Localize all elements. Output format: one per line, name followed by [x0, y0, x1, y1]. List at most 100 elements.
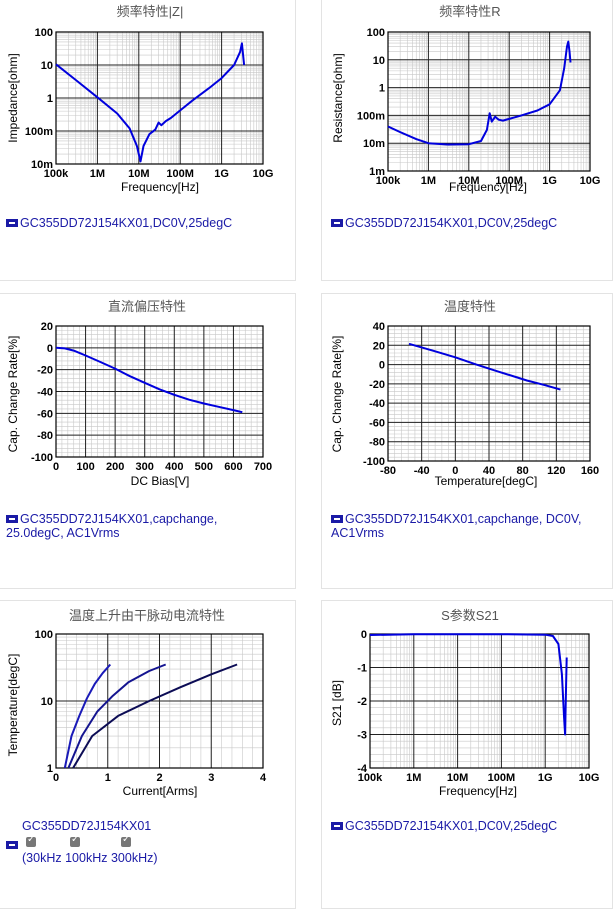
y-tick-label: -100	[31, 452, 53, 464]
legend-s21[interactable]: GC355DD72J154KX01,DC0V,25degC	[331, 819, 557, 833]
checkbox-icon[interactable]	[121, 834, 131, 847]
x-tick-label: 100	[76, 461, 94, 473]
checkbox-icon[interactable]	[26, 834, 36, 847]
x-tick-label: 3	[208, 772, 214, 784]
y-axis-label: Temperature[degC]	[6, 654, 20, 757]
y-tick-label: 1m	[369, 166, 385, 178]
y-axis-label: S21 [dB]	[330, 680, 344, 726]
x-tick-label: 1	[105, 772, 111, 784]
x-tick-label: 100M	[495, 175, 523, 187]
x-tick-label: 160	[581, 465, 599, 477]
series-line-0	[55, 42, 246, 163]
y-tick-label: 20	[373, 340, 385, 352]
legend-ripple-swatch[interactable]	[6, 838, 20, 852]
x-axis-label: Frequency[Hz]	[439, 784, 517, 798]
y-tick-label: 100m	[25, 126, 53, 138]
x-tick-label: 300	[136, 461, 154, 473]
x-tick-label: 100M	[166, 168, 194, 180]
series-line-1	[67, 663, 167, 769]
checkbox-100khz[interactable]	[70, 834, 80, 850]
x-tick-label: 10G	[579, 772, 600, 784]
legend-ripple-title: GC355DD72J154KX01	[22, 819, 151, 833]
y-tick-label: 1	[47, 93, 53, 105]
legend-label: GC355DD72J154KX01,DC0V,25degC	[345, 216, 558, 230]
chart-title: 温度上升由干脉动电流特性	[69, 608, 225, 623]
legend-swatch-icon	[6, 840, 18, 849]
y-tick-label: 10m	[31, 159, 53, 171]
checkbox-30khz[interactable]	[26, 834, 36, 850]
y-tick-label: -2	[357, 696, 367, 708]
chart-4: 0 1 2 3 4110100温度上升由干脉动电流特性Current[Arms]Temp…	[6, 608, 267, 798]
y-tick-label: 100m	[357, 110, 385, 122]
chart-title: 直流偏压特性	[108, 299, 186, 314]
y-tick-label: 0	[379, 360, 385, 372]
x-tick-label: 80	[517, 465, 529, 477]
x-tick-label: 0	[53, 461, 59, 473]
series-line-0	[63, 663, 112, 769]
y-tick-label: 100	[35, 629, 53, 641]
x-tick-label: 1M	[90, 168, 105, 180]
y-axis-label: Impedance[ohm]	[6, 53, 20, 142]
x-tick-label: 1M	[406, 772, 421, 784]
chart-panel-temperature	[321, 293, 613, 589]
x-tick-label: 120	[547, 465, 565, 477]
series-line-0	[387, 40, 572, 146]
legend-swatch-icon	[331, 514, 343, 523]
y-tick-label: 100	[367, 27, 385, 39]
checkbox-icon[interactable]	[70, 834, 80, 847]
legend-label: GC355DD72J154KX01,DC0V,25degC	[20, 216, 233, 230]
x-tick-label: 700	[254, 461, 272, 473]
plot-frame	[387, 31, 591, 172]
legend-impedance[interactable]: GC355DD72J154KX01,DC0V,25degC	[6, 216, 232, 230]
x-axis-label: Frequency[Hz]	[449, 180, 527, 194]
y-tick-label: -3	[357, 730, 367, 742]
y-axis-label: Cap. Change Rate[%]	[330, 336, 344, 453]
x-axis-label: DC Bias[V]	[131, 474, 190, 488]
y-tick-label: 10	[41, 60, 53, 72]
y-axis-label: Resistance[ohm]	[331, 53, 345, 142]
legend-resistance[interactable]: GC355DD72J154KX01,DC0V,25degC	[331, 216, 557, 230]
x-tick-label: 100k	[44, 168, 69, 180]
checkbox-labels: (30kHz 100kHz 300kHz)	[22, 851, 158, 865]
x-axis-label: Current[Arms]	[123, 784, 198, 798]
x-tick-label: 2	[156, 772, 162, 784]
chart-title: 频率特性|Z|	[117, 4, 184, 19]
plot-frame	[387, 325, 591, 462]
x-tick-label: 500	[195, 461, 213, 473]
x-tick-label: 10M	[458, 175, 479, 187]
legend-label: GC355DD72J154KX01,DC0V,25degC	[345, 819, 558, 833]
chart-title: 频率特性R	[439, 4, 500, 19]
x-tick-label: 10G	[580, 175, 601, 187]
y-tick-label: 40	[373, 321, 385, 333]
series-line-0	[369, 633, 568, 736]
x-tick-label: 10M	[128, 168, 149, 180]
y-tick-label: 10	[373, 55, 385, 67]
legend-swatch-icon	[6, 218, 18, 227]
y-tick-label: -20	[369, 379, 385, 391]
chart-0: 100k 1M 10M 100M 1G 10G 10m 100m 1 10 100 频率特性|Z| Fr…	[6, 4, 273, 194]
y-tick-label: 20	[41, 321, 53, 333]
x-tick-label: 1G	[538, 772, 553, 784]
x-tick-label: 600	[224, 461, 242, 473]
checkbox-300khz[interactable]	[121, 834, 131, 850]
chart-2: 0 100 200 300 400 500 600 700 -100 -80 -60 -40 -20 0 2…	[6, 299, 272, 488]
x-tick-label: 10M	[447, 772, 468, 784]
chart-5: 100k 1M 10M 100M 1G 10G -4 -3 -2 -1 0 S参数S21 Frequen…	[330, 608, 599, 798]
x-axis-label: Temperature[degC]	[435, 474, 538, 488]
y-tick-label: -1	[357, 663, 367, 675]
chart-1: 100k 1M 10M 100M 1G 10G 1m 10m 100m 1 10 100 频率特性R Fr…	[331, 4, 600, 194]
legend-dc-bias[interactable]: GC355DD72J154KX01,capchange, 25.0degC, A…	[6, 512, 251, 540]
x-tick-label: 1M	[421, 175, 436, 187]
y-tick-label: -80	[37, 430, 53, 442]
y-tick-label: -60	[37, 408, 53, 420]
x-tick-label: -40	[414, 465, 430, 477]
x-tick-label: 10G	[253, 168, 274, 180]
x-tick-label: 4	[260, 772, 267, 784]
checkbox-label-300khz: 300kHz	[110, 851, 154, 865]
y-tick-label: -40	[369, 398, 385, 410]
y-tick-label: 100	[35, 27, 53, 39]
legend-label: GC355DD72J154KX01,capchange, 25.0degC, A…	[6, 512, 218, 540]
legend-swatch-icon	[6, 514, 18, 523]
legend-temperature[interactable]: GC355DD72J154KX01,capchange, DC0V, AC1Vr…	[331, 512, 606, 540]
y-tick-label: -20	[37, 365, 53, 377]
